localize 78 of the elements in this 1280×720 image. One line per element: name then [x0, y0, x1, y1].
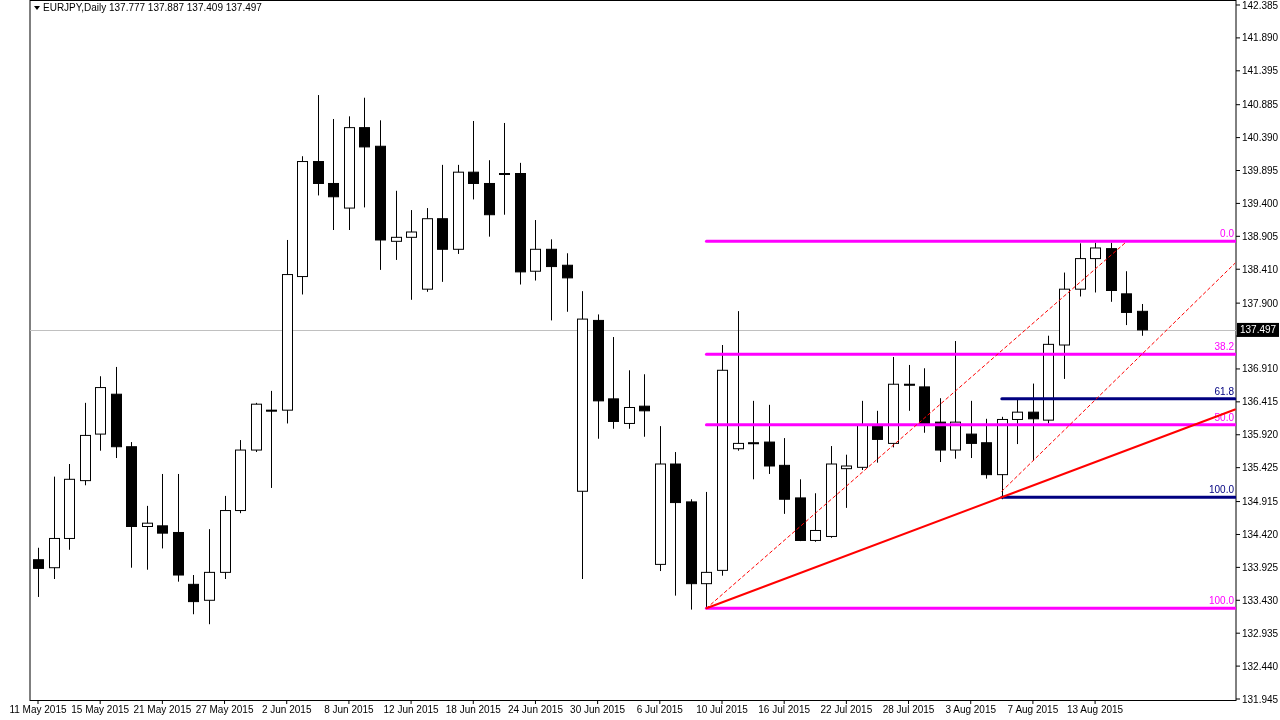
- y-tick-label: 136.910: [1242, 363, 1279, 375]
- candlestick: [406, 209, 417, 301]
- x-tick-label: 3 Aug 2015: [945, 704, 997, 715]
- candlestick: [530, 219, 541, 282]
- y-tick-label: 141.395: [1242, 65, 1279, 77]
- series-label: 100.0: [1208, 595, 1235, 607]
- candlestick: [1090, 242, 1101, 293]
- y-tick-label: 139.895: [1242, 165, 1279, 177]
- x-tick-label: 24 Jun 2015: [507, 704, 564, 715]
- y-tick-label: 138.905: [1242, 230, 1279, 242]
- candlestick: [701, 491, 712, 610]
- candlestick: [468, 120, 479, 200]
- candlestick: [1028, 383, 1039, 462]
- candlestick: [313, 94, 324, 196]
- candlestick: [157, 473, 168, 549]
- candlestick: [499, 122, 510, 216]
- x-tick-label: 10 Jul 2015: [696, 704, 749, 715]
- candlestick: [608, 336, 619, 430]
- x-tick-label: 12 Jun 2015: [383, 704, 440, 715]
- candlestick: [188, 574, 199, 615]
- y-tick-label: 136.415: [1242, 396, 1279, 408]
- x-tick-label: 11 May 2015: [9, 704, 67, 715]
- candlestick: [624, 369, 635, 430]
- y-tick-label: 132.440: [1242, 660, 1279, 672]
- chart-title: EURJPY,Daily 137.777 137.887 137.409 137.497: [43, 2, 263, 13]
- x-tick-label: 18 Jun 2015: [445, 704, 502, 715]
- x-tick-label: 2 Jun 2015: [261, 704, 312, 715]
- y-tick-label: 140.885: [1242, 99, 1279, 111]
- candlestick: [748, 400, 759, 480]
- y-tick-label: 142.385: [1242, 0, 1279, 11]
- y-tick-label: 139.400: [1242, 197, 1279, 209]
- candlestick: [142, 505, 153, 571]
- candlestick: [1121, 270, 1132, 326]
- x-tick-label: 7 Aug 2015: [1007, 704, 1059, 715]
- candlestick: [546, 238, 557, 321]
- x-tick-label: 27 May 2015: [195, 704, 254, 715]
- series-label: 0.0: [1220, 228, 1235, 240]
- candlestick: [33, 547, 44, 598]
- candlestick: [639, 373, 650, 438]
- candlestick: [966, 400, 977, 459]
- y-tick-label: 134.420: [1242, 528, 1279, 540]
- y-tick-label: 137.900: [1242, 297, 1279, 309]
- candlestick: [733, 310, 744, 452]
- series-label: 61.8: [1214, 385, 1235, 397]
- y-tick-label: 133.925: [1242, 561, 1279, 573]
- candlestick: [562, 252, 573, 313]
- candlestick: [810, 492, 821, 543]
- y-tick-label: 140.390: [1242, 132, 1279, 144]
- y-tick-label: 135.425: [1242, 462, 1279, 474]
- candlestick: [872, 410, 883, 464]
- candlestick: [904, 364, 915, 412]
- candlestick: [328, 118, 339, 231]
- x-tick-label: 28 Jul 2015: [882, 704, 935, 715]
- candlestick: [359, 97, 370, 208]
- candlestick: [1137, 303, 1148, 337]
- ref-line-label: 137.497: [1240, 324, 1277, 336]
- x-tick-label: 30 Jun 2015: [570, 704, 626, 715]
- candlestick: [391, 190, 402, 261]
- candlestick: [266, 390, 277, 489]
- series-label: 100.0: [1208, 484, 1235, 496]
- candlestick: [764, 404, 775, 475]
- y-tick-label: 134.915: [1242, 496, 1279, 508]
- y-tick-label: 141.890: [1242, 32, 1279, 44]
- x-tick-label: 6 Jul 2015: [636, 704, 684, 715]
- y-tick-label: 132.935: [1242, 627, 1279, 639]
- x-tick-label: 15 May 2015: [71, 704, 130, 715]
- candlestick: [841, 454, 852, 509]
- y-tick-label: 138.410: [1242, 263, 1279, 275]
- x-tick-label: 16 Jul 2015: [758, 704, 811, 715]
- candlestick: [1012, 399, 1023, 445]
- y-tick-label: 135.920: [1242, 429, 1279, 441]
- y-tick-label: 131.945: [1242, 693, 1279, 705]
- x-tick-label: 22 Jul 2015: [820, 704, 873, 715]
- x-tick-label: 8 Jun 2015: [324, 704, 375, 715]
- x-tick-label: 13 Aug 2015: [1067, 704, 1124, 715]
- x-tick-label: 21 May 2015: [133, 704, 192, 715]
- series-label: 38.2: [1214, 341, 1235, 353]
- y-tick-label: 133.430: [1242, 594, 1279, 606]
